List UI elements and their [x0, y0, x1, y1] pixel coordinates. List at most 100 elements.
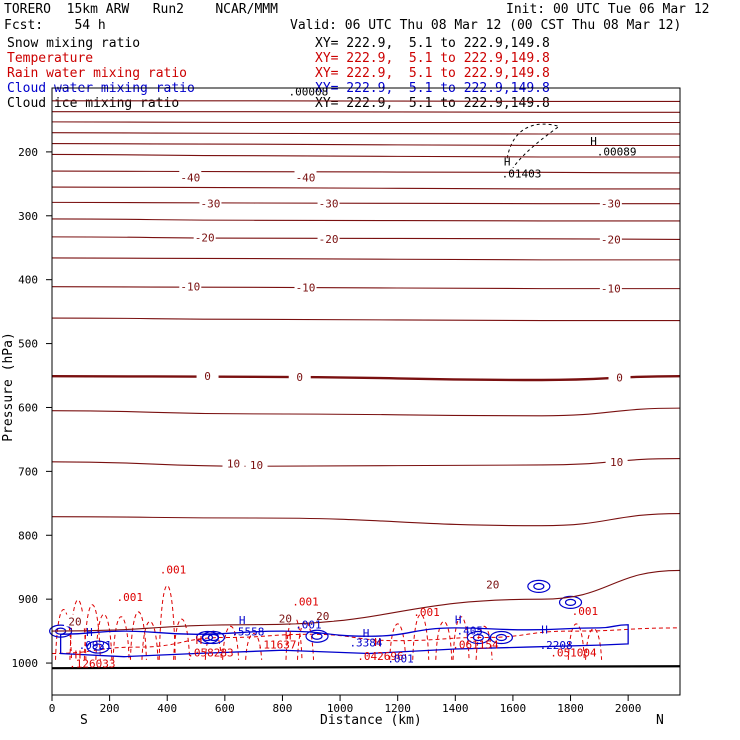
- rain-contour: [297, 621, 315, 660]
- rain-contour: [585, 628, 603, 660]
- rain-label: .001: [413, 606, 440, 619]
- isotherm-label-bg: [288, 369, 311, 382]
- x-tick-label: 400: [157, 702, 177, 715]
- rain-contour: [222, 626, 240, 660]
- cloud-water-cell-inner: [472, 633, 484, 642]
- rain-contour: [389, 623, 407, 660]
- isotherm-label-bg: [245, 457, 268, 470]
- cloud-water-cell: [466, 630, 490, 645]
- isotherm-label: 10: [250, 459, 263, 472]
- isotherm--45: [51, 153, 680, 158]
- cloud-water-cell: [305, 629, 329, 643]
- isotherm-label-bg: [599, 281, 622, 294]
- isotherm-label-bg: [222, 456, 245, 469]
- rain-label: .051004: [550, 647, 597, 660]
- cloud-water-label: .2208: [540, 639, 573, 652]
- isotherm--25: [51, 218, 680, 222]
- rain-contour: [435, 621, 453, 660]
- isotherm-5: [51, 407, 681, 417]
- y-axis-label: Pressure (hPa): [0, 332, 16, 442]
- cloud-water-high-marker: H: [239, 614, 246, 627]
- rain-contour: [285, 616, 303, 660]
- rain-contour: [245, 633, 263, 660]
- isotherm-label-bg: [599, 232, 622, 245]
- isotherm-label: 10: [227, 458, 240, 471]
- isotherm--35: [51, 186, 680, 190]
- isotherm-label: 20: [316, 610, 329, 623]
- cloud-water-high-marker: H: [86, 626, 93, 639]
- x-axis-label: Distance (km): [320, 713, 422, 728]
- legend-temperature-xy: XY= 222.9, 5.1 to 222.9,149.8: [315, 51, 550, 66]
- init-time: Init: 00 UTC Tue 06 Mar 12: [506, 2, 710, 17]
- ground-line: [51, 665, 681, 670]
- cloud-water-label: .405: [456, 624, 483, 637]
- isotherm--52: [51, 132, 680, 135]
- rain-high-marker: H: [75, 649, 82, 662]
- cloud-water-cell: [489, 630, 513, 645]
- cloud-water-cell: [201, 630, 225, 645]
- rain-contour: [112, 616, 130, 660]
- cloud-water-cell-inner: [495, 633, 507, 642]
- isotherm-label-bg: [481, 577, 504, 590]
- rain-label: .126033: [69, 658, 115, 671]
- north-label: N: [656, 713, 664, 728]
- y-tick-label: 600: [18, 401, 38, 414]
- cloud-water-cell: [558, 595, 583, 609]
- x-tick-label: 1400: [442, 702, 469, 715]
- legend-rain-xy: XY= 222.9, 5.1 to 222.9,149.8: [315, 66, 550, 81]
- y-tick-label: 700: [18, 465, 38, 478]
- rain-contour: [204, 630, 222, 660]
- cloud-water-cell: [195, 630, 220, 645]
- isotherm-20: [51, 569, 681, 632]
- isotherm--5: [51, 317, 680, 322]
- y-tick-label: 200: [18, 146, 38, 159]
- isotherm--40: [51, 170, 681, 174]
- y-tick-label: 800: [18, 529, 38, 542]
- isotherm-label-bg: [605, 454, 628, 467]
- isotherm-label-bg: [317, 196, 340, 209]
- cloud-water-label: .001: [295, 619, 322, 632]
- isotherm-label: -10: [180, 281, 200, 294]
- legend-cloud-ice-xy: XY= 222.9, 5.1 to 222.9,149.8: [315, 96, 550, 111]
- x-tick-label: 200: [100, 702, 120, 715]
- isotherm-label: 20: [486, 578, 499, 591]
- cloud-water-cell-inner: [311, 632, 323, 640]
- isotherm-label: 20: [279, 612, 292, 625]
- cloud-water-high-marker: H: [541, 624, 548, 637]
- isotherm-0: [51, 374, 681, 382]
- y-tick-label: 900: [18, 593, 38, 606]
- x-tick-label: 1800: [557, 702, 584, 715]
- cloud-water-label: .0921: [79, 639, 112, 652]
- rain-label: .042696: [357, 650, 403, 663]
- isotherm-label: -20: [601, 233, 621, 246]
- isotherm-label-bg: [179, 170, 202, 183]
- isotherm-label-bg: [317, 231, 340, 244]
- isotherm--15: [51, 257, 680, 261]
- isotherm-10: [51, 458, 681, 467]
- cloud-ice-high-marker: H: [590, 135, 597, 148]
- cloud-water-cell-inner: [55, 627, 67, 635]
- cloud-water-cell-inner: [533, 582, 545, 590]
- isotherm-label: -30: [601, 198, 621, 211]
- plot-frame: [51, 87, 681, 696]
- rain-label: .058283: [187, 647, 233, 660]
- legend-cloud-water-xy: XY= 222.9, 5.1 to 222.9,149.8: [315, 81, 550, 96]
- rain-contour: [55, 609, 73, 660]
- isotherm-label: 20: [68, 616, 81, 629]
- legend-snow-xy: XY= 222.9, 5.1 to 222.9,149.8: [315, 36, 550, 51]
- rain-label: .001: [292, 596, 319, 609]
- rain-high-marker: H: [374, 636, 381, 649]
- isotherm-label: 0: [204, 370, 211, 383]
- rain-contour: [83, 604, 101, 660]
- legend-cloud-ice: Cloud ice mixing ratio: [7, 96, 180, 111]
- rain-contour: [129, 611, 147, 660]
- isotherm--20: [51, 236, 681, 240]
- rain-label: .001: [160, 564, 187, 577]
- cloud-ice-label: .00089: [597, 146, 637, 159]
- isotherm-label-bg: [64, 614, 87, 627]
- cloud-water-high-marker: H: [455, 613, 462, 626]
- isotherm-label-bg: [608, 370, 631, 383]
- rain-high-marker: H: [285, 629, 292, 642]
- forecast-hour: Fcst: 54 h: [4, 18, 106, 33]
